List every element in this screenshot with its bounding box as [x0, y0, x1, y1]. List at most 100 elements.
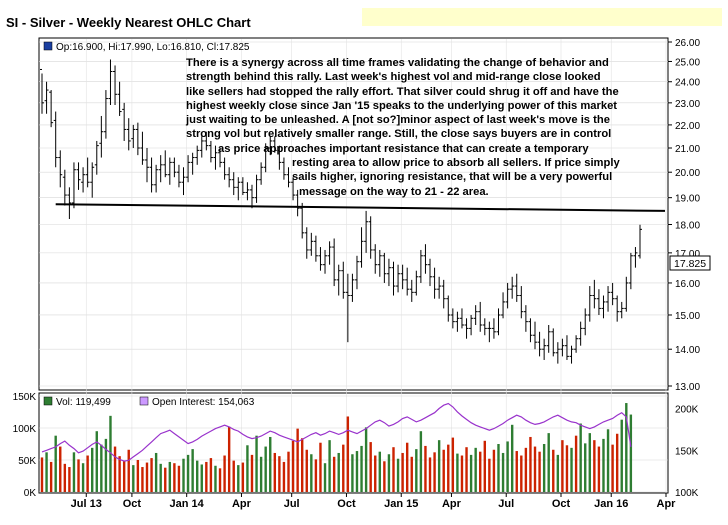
volume-bar — [456, 453, 459, 492]
volume-bar — [255, 435, 258, 492]
series-icon — [43, 41, 53, 51]
time-tick-label: Jan 14 — [170, 498, 205, 510]
time-tick-label: Jul — [498, 498, 514, 510]
volume-bar — [374, 455, 377, 492]
volume-bar — [214, 465, 217, 492]
time-tick-label: Apr — [442, 498, 462, 510]
volume-bar — [351, 454, 354, 492]
volume-bar — [629, 414, 633, 492]
volume-bar — [218, 468, 222, 492]
last-price-label: 17.825 — [674, 258, 706, 270]
price-tick-label: 16.00 — [675, 279, 700, 290]
volume-bar — [95, 431, 98, 492]
resistance-line — [55, 203, 666, 212]
price-tick-label: 26.00 — [675, 38, 700, 49]
volume-bar — [593, 440, 596, 492]
time-tick-label: Jul 13 — [71, 498, 102, 510]
volume-bar — [405, 442, 409, 492]
volume-bar — [59, 446, 62, 492]
time-tick-label: Apr — [232, 498, 252, 510]
annotation-line: as price approaches important resistance… — [218, 142, 589, 155]
volume-bar — [269, 436, 272, 492]
volume-bar — [173, 463, 176, 492]
volume-bar — [451, 437, 455, 492]
volume-bar — [474, 447, 477, 492]
volume-bar — [287, 451, 290, 492]
ohlc-readout: Op:16.900, Hi:17.990, Lo:16.810, Cl:17.8… — [56, 42, 250, 53]
volume-bar — [515, 451, 518, 492]
volume-bar — [118, 456, 121, 492]
volume-bar — [282, 461, 286, 492]
volume-bar — [104, 438, 108, 492]
annotation-line: highest weekly close since Jan '15 speak… — [186, 99, 618, 112]
volume-bar — [54, 435, 57, 492]
volume-bar — [68, 467, 71, 492]
last-price-box — [669, 255, 711, 271]
volume-bar — [209, 458, 213, 492]
volume-bar — [141, 467, 144, 492]
volume-bar — [369, 442, 372, 492]
annotation-line: There is a synergy across all time frame… — [186, 57, 609, 69]
volume-bar — [81, 463, 85, 492]
volume-bar — [447, 444, 450, 492]
volume-bar — [615, 433, 619, 492]
time-tick-label: Oct — [552, 498, 571, 510]
oi-legend-icon — [139, 396, 149, 406]
volume-bar — [460, 455, 464, 492]
time-tick-label: Jan 15 — [384, 498, 418, 510]
volume-bar — [122, 461, 126, 492]
volume-bar — [364, 427, 368, 492]
price-tick-label: 20.00 — [675, 168, 700, 179]
volume-bar — [524, 447, 528, 492]
volume-tick-label: 50K — [18, 456, 36, 467]
time-tick-label: Oct — [123, 498, 142, 510]
price-tick-label: 21.00 — [675, 144, 700, 155]
volume-bar — [196, 460, 199, 492]
annotation-line: strong vol but relatively smaller range.… — [186, 128, 612, 141]
volume-bar — [396, 458, 400, 492]
volume-bar — [168, 461, 172, 492]
volume-bar — [606, 429, 610, 492]
volume-bar — [437, 440, 441, 492]
oi-tick-label: 150K — [675, 446, 699, 457]
volume-bar — [191, 449, 194, 492]
volume-bar — [620, 419, 623, 492]
time-tick-label: Jul — [284, 498, 300, 510]
volume-bar — [625, 403, 628, 492]
volume-bar — [296, 428, 299, 492]
price-tick-label: 24.00 — [675, 78, 700, 89]
volume-bar — [86, 455, 89, 492]
volume-bar — [278, 456, 281, 492]
price-tick-label: 18.00 — [675, 220, 700, 231]
volume-bar — [49, 461, 53, 492]
volume-bar — [584, 443, 587, 492]
volume-bar — [100, 444, 103, 492]
volume-bar — [483, 440, 486, 492]
volume-bar — [355, 451, 359, 492]
volume-legend-icon — [43, 396, 53, 406]
header-highlight — [362, 8, 722, 26]
volume-bar — [291, 440, 295, 492]
volume-axis: 0K 50K 100K 150K 100K 150K 200K — [13, 392, 699, 499]
price-tick-label: 13.00 — [675, 382, 700, 393]
volume-bar — [319, 442, 322, 492]
volume-bar — [77, 459, 80, 492]
volume-bar — [259, 456, 263, 492]
volume-bar — [520, 455, 523, 492]
volume-bar — [602, 438, 605, 492]
volume-bar — [588, 433, 591, 492]
volume-legend-label: Vol: 119,499 — [56, 397, 111, 408]
volume-bar — [611, 444, 614, 492]
price-axis: 13.00 14.00 15.00 16.00 17.00 18.00 19.00 20.00… — [668, 38, 700, 393]
volume-bar — [442, 449, 445, 492]
volume-bar — [506, 441, 509, 492]
volume-bar — [342, 444, 345, 492]
volume-bar — [323, 463, 327, 492]
volume-bar — [360, 445, 363, 492]
volume-bar — [205, 461, 208, 492]
volume-bar — [72, 452, 76, 492]
volume-bar — [337, 452, 340, 492]
volume-bar — [132, 465, 135, 492]
volume-bar — [401, 452, 404, 492]
volume-bar — [547, 433, 550, 492]
